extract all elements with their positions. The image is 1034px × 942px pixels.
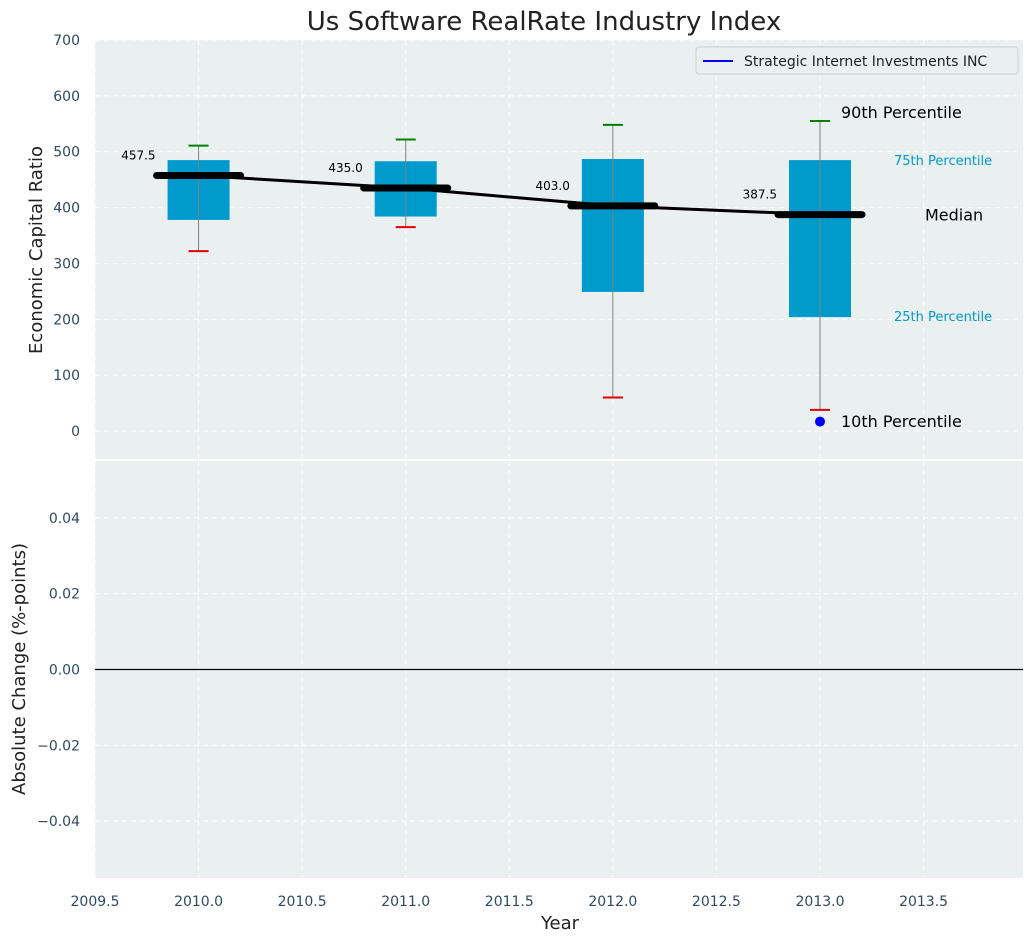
bottom-ylabel: Absolute Change (%-points) bbox=[9, 543, 30, 795]
top-y-tick-label: 300 bbox=[53, 256, 80, 272]
x-tick-label: 2009.5 bbox=[71, 894, 120, 910]
top-panel-background bbox=[95, 40, 1023, 459]
median-trend-line bbox=[198, 173, 821, 217]
bottom-y-tick-label: 0.04 bbox=[49, 511, 80, 527]
chart-title: Us Software RealRate Industry Index bbox=[307, 7, 781, 37]
x-tick-label: 2013.0 bbox=[796, 894, 845, 910]
median-value-label: 403.0 bbox=[535, 179, 569, 193]
top-panel-layer: 457.5 435.0 403.0 387.5 90th Percentile 75th … bbox=[121, 103, 992, 431]
annotation-p10: 10th Percentile bbox=[841, 412, 962, 431]
median-value-label: 457.5 bbox=[121, 148, 155, 162]
top-y-tick-label: 400 bbox=[53, 201, 80, 217]
bottom-y-tick-label: 0.00 bbox=[49, 663, 80, 679]
x-tick-label: 2013.5 bbox=[899, 894, 948, 910]
x-tick-label: 2012.5 bbox=[692, 894, 741, 910]
median-value-label: 435.0 bbox=[328, 161, 362, 175]
x-tick-label: 2010.5 bbox=[278, 894, 327, 910]
axis-layer: 0 100 200 300 400 500 600 700 −0.04 −0.02 0.00 0.02… bbox=[37, 33, 948, 910]
top-y-tick-label: 200 bbox=[53, 312, 80, 328]
top-y-tick-label: 500 bbox=[53, 145, 80, 161]
top-ylabel: Economic Capital Ratio bbox=[26, 146, 47, 354]
bottom-y-tick-label: −0.04 bbox=[37, 814, 80, 830]
bottom-y-tick-label: −0.02 bbox=[37, 738, 80, 754]
x-tick-label: 2011.0 bbox=[381, 894, 430, 910]
x-axis-label: Year bbox=[540, 913, 580, 934]
bottom-y-tick-label: 0.02 bbox=[49, 587, 80, 603]
annotation-p75: 75th Percentile bbox=[894, 154, 992, 169]
x-tick-label: 2010.0 bbox=[174, 894, 223, 910]
x-tick-label: 2012.0 bbox=[588, 894, 637, 910]
annotation-median: Median bbox=[925, 206, 983, 225]
median-value-label: 387.5 bbox=[743, 188, 777, 202]
annotation-p90: 90th Percentile bbox=[841, 103, 962, 122]
annotation-p25: 25th Percentile bbox=[894, 310, 992, 325]
legend: Strategic Internet Investments INC bbox=[695, 46, 1019, 75]
legend-label: Strategic Internet Investments INC bbox=[744, 54, 987, 70]
x-tick-label: 2011.5 bbox=[485, 894, 534, 910]
legend-box bbox=[695, 46, 1019, 75]
top-y-tick-label: 100 bbox=[53, 368, 80, 384]
top-y-tick-label: 600 bbox=[53, 89, 80, 105]
company-point bbox=[815, 416, 825, 427]
top-y-tick-label: 700 bbox=[53, 33, 80, 49]
top-y-tick-label: 0 bbox=[71, 424, 80, 440]
